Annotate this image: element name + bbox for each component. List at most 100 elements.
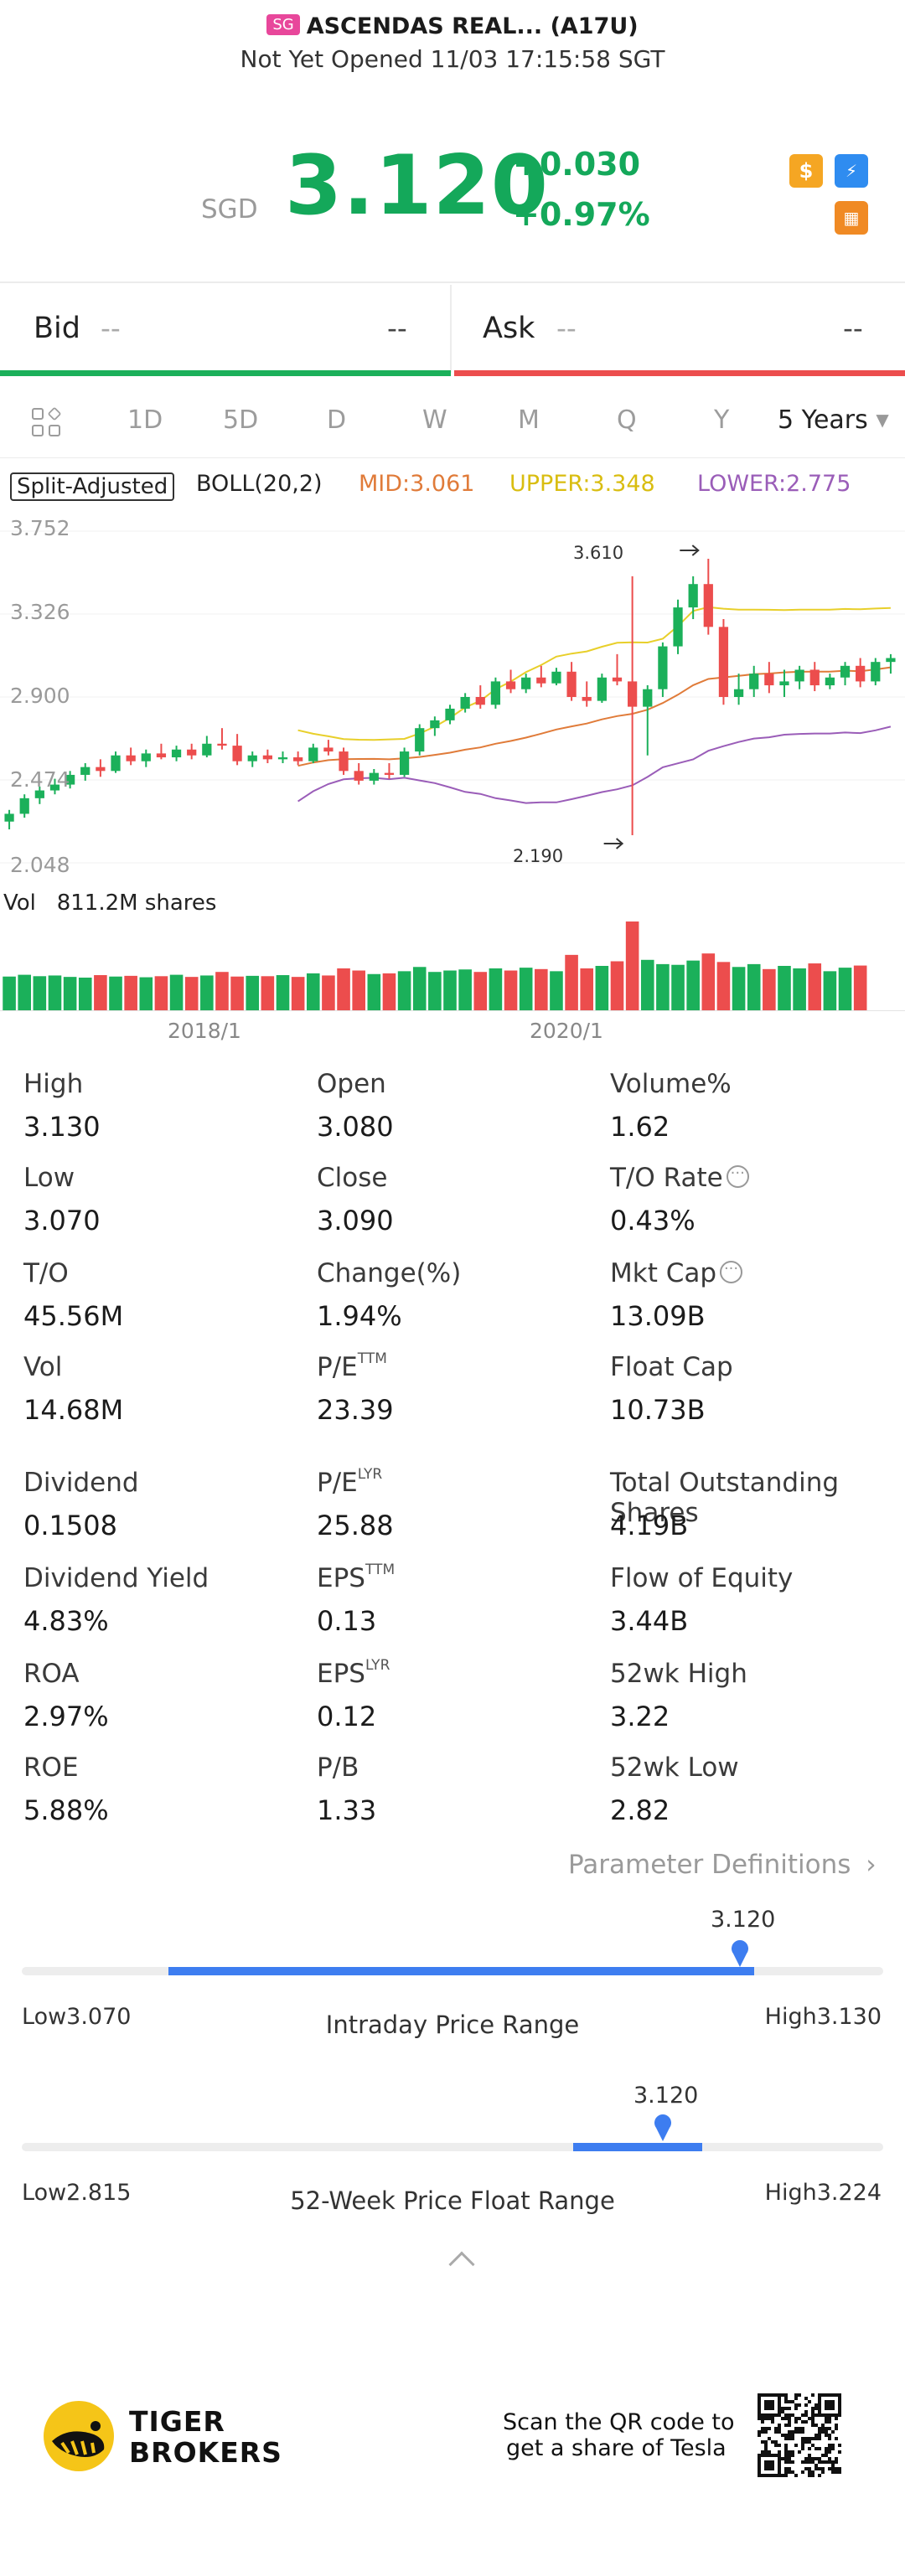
- flash-icon[interactable]: ⚡: [835, 154, 868, 188]
- candle-body: [658, 646, 668, 689]
- volume-bar: [367, 973, 381, 1010]
- stat-value-pe-ttm: 23.39: [317, 1394, 394, 1426]
- volume-bar: [853, 965, 867, 1010]
- stat-label-superscript: LYR: [357, 1466, 383, 1483]
- candle-body: [673, 607, 683, 647]
- bid-ask-divider: [450, 285, 452, 373]
- stat-value-eps-ttm: 0.13: [317, 1605, 377, 1637]
- stat-label-text: P/E: [317, 1468, 358, 1498]
- y-tick-label: 3.326: [10, 600, 70, 624]
- x-tick-label: 2018/1: [168, 1019, 241, 1043]
- candle-body: [65, 774, 75, 785]
- candle-body: [733, 689, 744, 697]
- stat-label-high: High: [23, 1069, 83, 1099]
- candle-body: [217, 743, 227, 746]
- stat-label-text: Open: [317, 1069, 386, 1099]
- stat-label-text: P/E: [317, 1352, 358, 1382]
- stat-value-volume-percent: 1.62: [610, 1111, 670, 1143]
- split-adjusted-toggle[interactable]: Split-Adjusted: [10, 472, 175, 501]
- tab-day[interactable]: D: [327, 405, 347, 435]
- candle-body: [49, 784, 60, 791]
- stat-label-text: Volume%: [610, 1069, 732, 1099]
- candle-body: [96, 767, 106, 772]
- stat-label-text: Flow of Equity: [610, 1563, 794, 1593]
- boll-upper-value: UPPER:3.348: [509, 471, 655, 497]
- stat-label-close: Close: [317, 1163, 387, 1193]
- volume-bar: [230, 976, 244, 1010]
- tab-month[interactable]: M: [518, 405, 540, 435]
- tab-1d[interactable]: 1D: [127, 405, 163, 435]
- candle-body: [809, 669, 820, 686]
- volume-bar: [109, 976, 122, 1010]
- stat-label-text: Change(%): [317, 1258, 462, 1288]
- info-icon[interactable]: ···: [726, 1165, 749, 1188]
- stat-label-flow-of-equity: Flow of Equity: [610, 1563, 793, 1593]
- boll-indicator[interactable]: BOLL(20,2): [196, 471, 323, 497]
- bid-strength-bar: [0, 370, 451, 376]
- candle-body: [764, 674, 774, 686]
- candle-body: [171, 749, 182, 758]
- y-tick-label: 2.474: [10, 767, 70, 792]
- volume-bar: [382, 973, 396, 1010]
- intraday-high-label: High: [764, 2004, 817, 2030]
- tab-quarter[interactable]: Q: [617, 405, 637, 435]
- qr-code[interactable]: [758, 2393, 841, 2477]
- tab-week[interactable]: W: [422, 405, 447, 435]
- candle-body: [323, 747, 334, 752]
- chart-gridlines: [0, 530, 905, 864]
- candle-body: [886, 658, 896, 663]
- stat-value-pe-lyr: 25.88: [317, 1510, 394, 1541]
- stat-label-dividend: Dividend: [23, 1468, 139, 1498]
- candle-body: [384, 772, 395, 775]
- stat-label-volume: Vol: [23, 1352, 62, 1382]
- candle-body: [232, 746, 242, 761]
- intraday-range-track: [22, 1967, 883, 1975]
- stat-value-52wk-low: 2.82: [610, 1794, 670, 1826]
- period-tabs: 1D 5D D W M Q Y 5 Years ▼: [0, 394, 905, 452]
- info-icon[interactable]: ···: [720, 1261, 743, 1283]
- volume-bar: [139, 977, 153, 1010]
- grid-icon[interactable]: [32, 406, 62, 438]
- volume-bar: [838, 968, 852, 1010]
- stat-value-market-cap: 13.09B: [610, 1300, 706, 1332]
- stat-value-pb: 1.33: [317, 1794, 377, 1826]
- tab-5d[interactable]: 5D: [223, 405, 259, 435]
- candles: [4, 559, 896, 835]
- volume-bar: [428, 972, 442, 1010]
- candle-body: [597, 677, 607, 701]
- ask-strength-bar: [454, 370, 905, 376]
- stat-label-text: T/O Rate: [610, 1163, 723, 1193]
- stat-value-high: 3.130: [23, 1111, 101, 1143]
- calendar-icon[interactable]: ▦: [835, 201, 868, 235]
- period-selector[interactable]: 5 Years ▼: [778, 405, 889, 435]
- volume-bar: [580, 968, 594, 1010]
- candle-body: [688, 584, 698, 608]
- stat-label-text: 52wk High: [610, 1659, 747, 1689]
- volume-bar: [184, 977, 199, 1010]
- tab-year[interactable]: Y: [714, 405, 730, 435]
- dollar-icon[interactable]: $: [789, 154, 823, 188]
- volume-bar: [261, 976, 275, 1010]
- stat-label-pb: P/B: [317, 1753, 359, 1783]
- ask-label: Ask: [483, 312, 535, 345]
- candle-body: [339, 751, 349, 772]
- stat-label-volume-percent: Volume%: [610, 1069, 732, 1099]
- parameter-definitions-link[interactable]: Parameter Definitions ›: [568, 1850, 877, 1880]
- header: SG ASCENDAS REAL... (A17U) Not Yet Opened…: [0, 0, 905, 84]
- period-selected: 5 Years: [778, 405, 868, 435]
- volume-bar: [489, 968, 503, 1010]
- volume-bar: [276, 975, 290, 1010]
- stat-label-turnover-rate[interactable]: T/O Rate ···: [610, 1163, 749, 1193]
- ask-value: --: [843, 312, 863, 344]
- stock-title-row[interactable]: SG ASCENDAS REAL... (A17U): [0, 13, 905, 39]
- bid-size: --: [101, 312, 121, 344]
- market-badge: SG: [266, 14, 300, 35]
- stat-label-market-cap[interactable]: Mkt Cap ···: [610, 1258, 743, 1288]
- collapse-up-icon[interactable]: [448, 2251, 475, 2278]
- stat-label-text: ROA: [23, 1659, 80, 1689]
- stat-label-52wk-high: 52wk High: [610, 1659, 747, 1689]
- stat-label-text: EPS: [317, 1563, 365, 1593]
- candlestick-chart[interactable]: [0, 503, 905, 1039]
- stat-value-float-cap: 10.73B: [610, 1394, 706, 1426]
- stat-label-eps-ttm: EPSTTM: [317, 1562, 395, 1593]
